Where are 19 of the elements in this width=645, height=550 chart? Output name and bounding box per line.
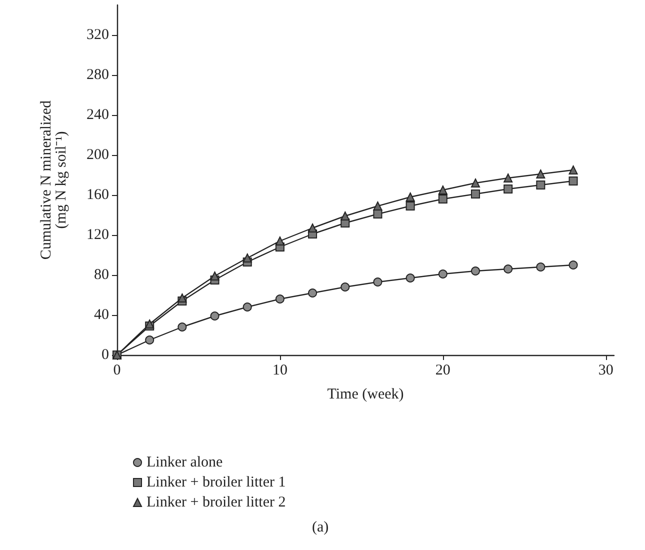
y-tick-label: 320 (86, 27, 109, 43)
legend-label: Linker + broiler litter 2 (146, 494, 286, 510)
legend-label: Linker + broiler litter 1 (146, 474, 286, 490)
y-tick-label: 40 (94, 307, 109, 323)
y-tick-label: 160 (86, 187, 109, 203)
y-tick-label: 280 (86, 67, 109, 83)
x-tick-label: 0 (113, 362, 121, 378)
x-tick-label: 10 (272, 362, 288, 378)
text: (a) (312, 520, 329, 536)
x-axis-title: Time (week) (327, 386, 404, 402)
y-tick-label: 240 (86, 107, 109, 123)
legend-label: Linker alone (146, 454, 224, 470)
x-tick-label: 30 (598, 362, 614, 378)
y-tick-label: 120 (86, 227, 109, 243)
y-axis-title: Cumulative N mineralized (mg N kg soil⁻¹) (38, 100, 70, 260)
y-tick-label: 80 (94, 267, 109, 283)
y-tick-label: 0 (102, 347, 109, 363)
x-tick-label: 20 (435, 362, 450, 378)
y-tick-label: 200 (86, 147, 109, 163)
